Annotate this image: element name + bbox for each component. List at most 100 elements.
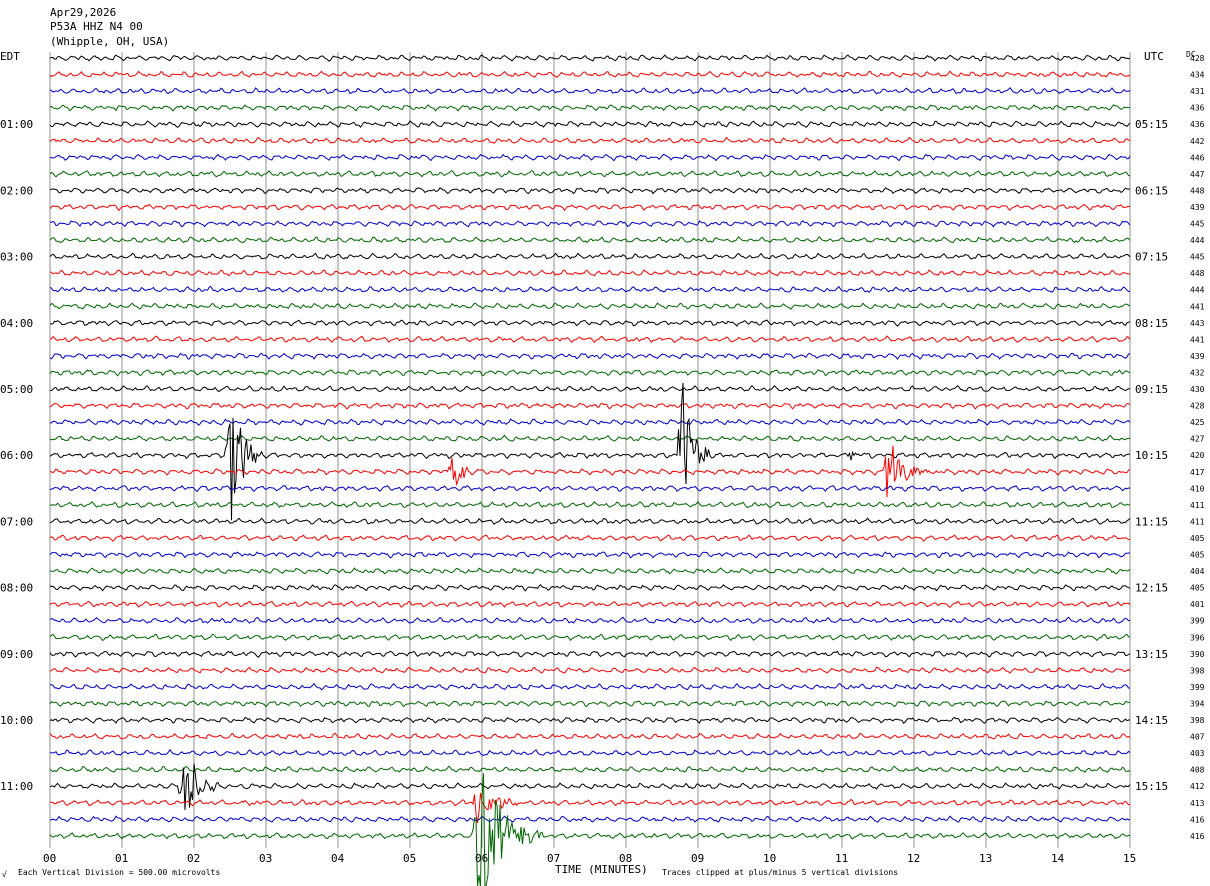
dc-value-label: 441	[1190, 335, 1205, 344]
trace-line	[49, 792, 1131, 824]
trace-line	[49, 600, 1131, 608]
dc-value-label: 398	[1190, 716, 1205, 725]
left-hour-label: 08:00	[0, 582, 33, 595]
left-timezone-label: EDT	[0, 50, 20, 63]
x-tick-label: 00	[43, 852, 56, 865]
dc-value-label: 411	[1190, 517, 1205, 526]
right-timezone-label: UTC	[1144, 50, 1164, 63]
left-hour-label: 01:00	[0, 118, 33, 131]
left-hour-labels: 01:00 02:00 03:00 04:00 05:00 06:00 07:00 08:00…	[0, 118, 33, 793]
x-tick-label: 04	[331, 852, 345, 865]
x-tick-label: 05	[403, 852, 416, 865]
dc-value-label: 399	[1190, 683, 1205, 692]
dc-value-label: 416	[1190, 815, 1205, 824]
dc-value-label: 444	[1190, 236, 1205, 245]
trace-line	[49, 567, 1131, 575]
footer-corner-mark: √	[2, 870, 7, 879]
left-hour-label: 11:00	[0, 780, 33, 793]
trace-line	[49, 551, 1131, 559]
footer-scale-note: Each Vertical Division = 500.00 microvol…	[18, 868, 220, 877]
x-tick-label: 11	[835, 852, 848, 865]
dc-value-label: 410	[1190, 484, 1205, 493]
trace-line	[49, 650, 1131, 658]
right-hour-label: 07:15	[1135, 251, 1168, 264]
dc-value-label: 405	[1190, 551, 1205, 560]
dc-value-label: 436	[1190, 104, 1205, 113]
dc-offset-labels: 428 434 431 436 436 442 446 447 448 439 445 444 445 4…	[1190, 54, 1205, 841]
dc-value-label: 428	[1190, 54, 1205, 63]
x-tick-label: 13	[979, 852, 992, 865]
dc-value-label: 439	[1190, 352, 1205, 361]
dc-value-label: 407	[1190, 733, 1205, 742]
trace-line	[49, 633, 1131, 642]
trace-line	[49, 517, 1131, 525]
dc-value-label: 396	[1190, 633, 1205, 642]
x-tick-label: 10	[763, 852, 776, 865]
trace-line	[49, 682, 1131, 691]
trace-line	[49, 120, 1131, 129]
right-hour-label: 11:15	[1135, 515, 1168, 528]
dc-value-label: 443	[1190, 319, 1205, 328]
trace-line	[49, 534, 1131, 542]
x-tick-label: 12	[907, 852, 920, 865]
dc-value-label: 412	[1190, 782, 1205, 791]
vertical-grid	[49, 52, 1131, 848]
left-hour-label: 06:00	[0, 449, 33, 462]
trace-line	[49, 352, 1131, 361]
dc-value-label: 413	[1190, 799, 1205, 808]
x-tick-label: 08	[619, 852, 632, 865]
dc-value-label: 446	[1190, 153, 1205, 162]
dc-value-label: 399	[1190, 617, 1205, 626]
left-hour-label: 07:00	[0, 515, 33, 528]
trace-line	[49, 815, 1131, 823]
trace-line	[49, 54, 1131, 62]
dc-value-label: 420	[1190, 451, 1205, 460]
dc-value-label: 404	[1190, 567, 1205, 576]
trace-line	[49, 269, 1131, 277]
x-tick-label: 15	[1123, 852, 1136, 865]
x-axis-label: TIME (MINUTES)	[555, 863, 648, 876]
header-channel: P53A HHZ N4 00	[50, 20, 143, 33]
right-hour-label: 06:15	[1135, 184, 1168, 197]
trace-line	[49, 732, 1131, 740]
x-tick-label: 02	[187, 852, 200, 865]
dc-value-label: 448	[1190, 186, 1205, 195]
dc-value-label: 401	[1190, 600, 1205, 609]
left-hour-label: 09:00	[0, 648, 33, 661]
right-hour-label: 08:15	[1135, 317, 1168, 330]
x-tick-label: 07	[547, 852, 560, 865]
right-hour-label: 12:15	[1135, 582, 1168, 595]
dc-value-label: 430	[1190, 385, 1205, 394]
dc-value-label: 427	[1190, 435, 1205, 444]
dc-value-label: 405	[1190, 534, 1205, 543]
dc-value-label: 436	[1190, 120, 1205, 129]
right-hour-labels: 05:15 06:15 07:15 08:15 09:15 10:15 11:15 12:15…	[1135, 118, 1168, 793]
dc-value-label: 445	[1190, 220, 1205, 229]
left-hour-label: 05:00	[0, 383, 33, 396]
trace-line	[49, 220, 1131, 228]
trace-line	[49, 235, 1131, 244]
trace-line	[49, 169, 1131, 178]
dc-value-label: 390	[1190, 650, 1205, 659]
footer-clip-note: Traces clipped at plus/minus 5 vertical …	[662, 868, 898, 877]
dc-value-label: 439	[1190, 203, 1205, 212]
trace-line	[49, 252, 1131, 260]
dc-value-label: 408	[1190, 766, 1205, 775]
x-tick-label: 01	[115, 852, 128, 865]
dc-value-label: 411	[1190, 501, 1205, 510]
trace-line	[49, 203, 1131, 212]
trace-line	[49, 87, 1131, 95]
dc-value-label: 428	[1190, 402, 1205, 411]
header-location: (Whipple, OH, USA)	[50, 35, 169, 48]
trace-line	[49, 104, 1131, 112]
left-hour-label: 03:00	[0, 251, 33, 264]
trace-line	[49, 302, 1131, 310]
dc-value-label: 444	[1190, 286, 1205, 295]
dc-value-label: 441	[1190, 302, 1205, 311]
right-hour-label: 14:15	[1135, 714, 1168, 727]
trace-line	[49, 765, 1131, 773]
left-hour-label: 02:00	[0, 184, 33, 197]
trace-line	[49, 484, 1131, 493]
seismic-traces	[49, 54, 1131, 886]
